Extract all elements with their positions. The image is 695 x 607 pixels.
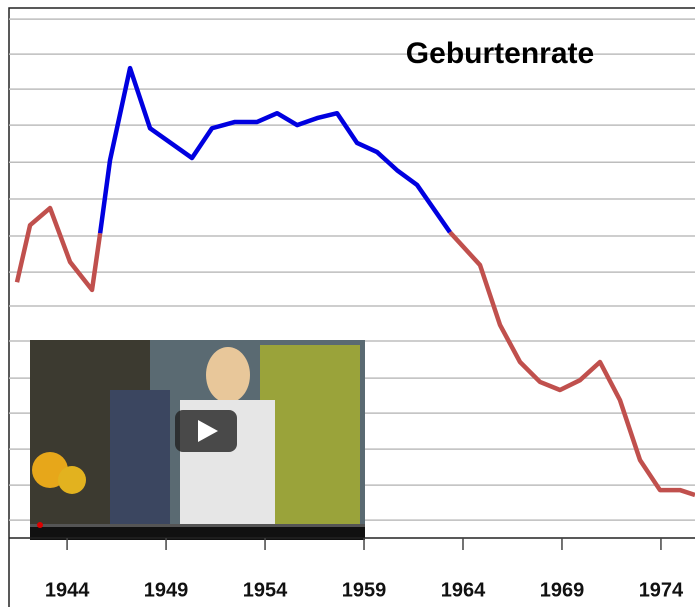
x-tick-label: 1974: [639, 579, 684, 601]
x-tick-label: 1969: [540, 579, 585, 601]
x-tick-label: 1954: [243, 579, 288, 601]
video-thumbnail[interactable]: [30, 340, 365, 540]
chart: 1944 1949 1954 1959 1964 1969 1974 Geburtenrat…: [0, 0, 695, 607]
x-tick-label: 1964: [441, 579, 486, 601]
video-person: [110, 390, 170, 525]
video-flower: [58, 466, 86, 494]
x-tick-label: 1944: [45, 579, 90, 601]
video-progress-handle[interactable]: [37, 522, 43, 528]
x-tick-label: 1949: [144, 579, 189, 601]
video-person: [206, 347, 250, 403]
x-tick-label: 1959: [342, 579, 387, 601]
video-progress[interactable]: [30, 524, 365, 527]
chart-title: Geburtenrate: [406, 37, 594, 70]
